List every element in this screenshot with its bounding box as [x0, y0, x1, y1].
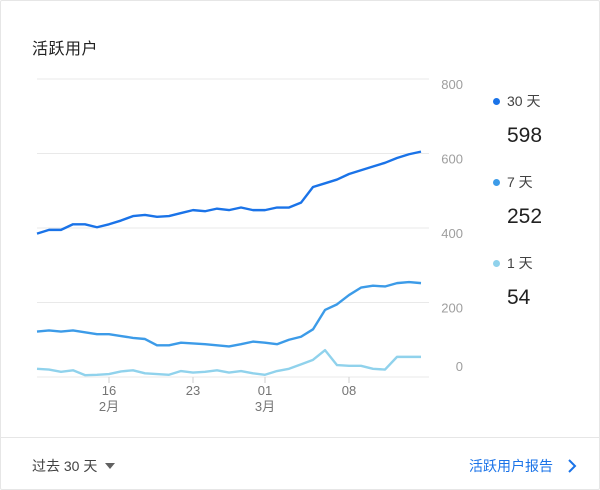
chevron-right-icon	[567, 459, 577, 473]
chart-grid	[37, 78, 429, 378]
legend-label-30-day: 30 天	[507, 93, 541, 109]
y-tick-label: 200	[441, 301, 463, 316]
x-tick-month-label: 3月	[255, 399, 275, 414]
x-tick-label: 23	[186, 383, 200, 398]
legend-value-30-day: 598	[507, 124, 543, 147]
legend-30-day: 30 天 598	[493, 91, 542, 148]
legend-label-1-day: 1 天	[507, 255, 533, 271]
y-tick-label: 400	[441, 226, 463, 241]
legend-dot-30-day	[493, 97, 500, 105]
legend-row-7-day: 7 天	[493, 172, 542, 192]
legend-dot-7-day	[493, 178, 500, 186]
series-line-30-day	[36, 150, 422, 235]
y-axis: 0 200 400 600 800	[441, 77, 463, 374]
legend-label-7-day: 7 天	[507, 174, 533, 190]
y-tick-label: 600	[441, 152, 463, 167]
footer-divider	[1, 437, 599, 438]
legend-value-7-day: 252	[507, 205, 543, 228]
legend-value-1-day: 54	[507, 286, 531, 309]
legend-dot-1-day	[493, 259, 500, 267]
series-line-7-day	[36, 280, 422, 348]
date-range-label: 过去 30 天	[32, 458, 98, 474]
y-tick-label: 800	[441, 77, 463, 92]
card-title: 活跃用户	[32, 41, 99, 58]
active-users-report-link[interactable]: 活跃用户报告	[469, 456, 577, 476]
report-link-label: 活跃用户报告	[469, 458, 553, 474]
series-line-1-day	[36, 348, 421, 377]
chart-series	[36, 150, 422, 377]
caret-down-icon	[105, 463, 116, 469]
x-tick-label: 08	[342, 383, 356, 398]
legend-row-30-day: 30 天	[493, 91, 542, 111]
x-tick-month-label: 2月	[99, 399, 119, 414]
legend-7-day: 7 天 252	[493, 172, 542, 229]
legend-row-1-day: 1 天	[493, 253, 533, 273]
x-tick-label: 16	[102, 383, 116, 398]
date-range-dropdown[interactable]: 过去 30 天	[32, 456, 116, 476]
legend-1-day: 1 天 54	[493, 253, 533, 310]
x-tick-label: 01	[258, 383, 272, 398]
y-tick-label: 0	[456, 359, 463, 374]
